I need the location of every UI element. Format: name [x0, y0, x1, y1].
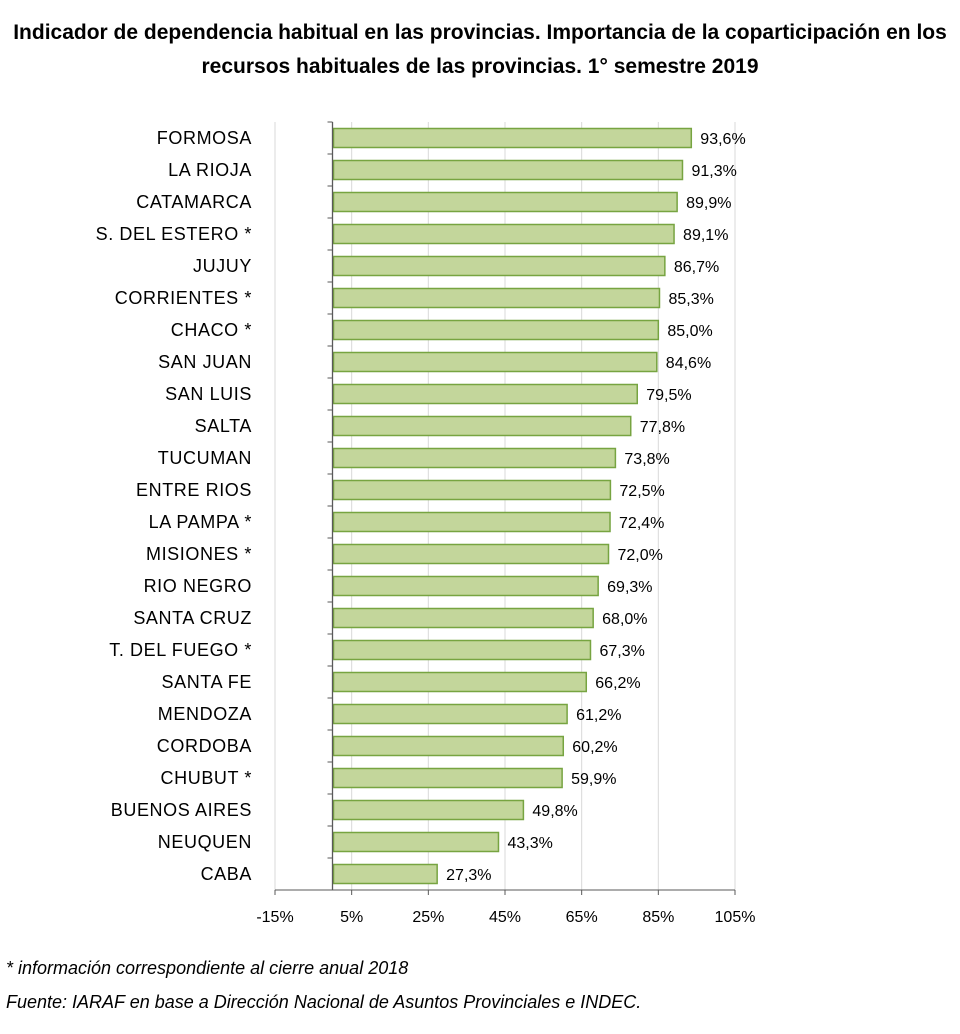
- data-label-19: 60,2%: [572, 739, 617, 756]
- bar-16: [332, 639, 592, 661]
- category-label-1: LA RIOJA: [168, 160, 252, 180]
- category-label-16: T. DEL FUEGO *: [109, 640, 252, 660]
- data-label-11: 72,5%: [619, 483, 664, 500]
- x-tick-label-2: 25%: [412, 909, 444, 926]
- axes: [274, 121, 736, 895]
- x-tick-label-1: 5%: [340, 909, 363, 926]
- bar-8: [332, 383, 638, 405]
- gridlines: [274, 122, 736, 890]
- data-label-17: 66,2%: [595, 675, 640, 692]
- bar-22: [332, 831, 500, 853]
- x-tick-label-0: -15%: [256, 909, 293, 926]
- category-label-7: SAN JUAN: [158, 352, 252, 372]
- category-label-13: MISIONES *: [146, 544, 252, 564]
- bar-5: [332, 287, 661, 309]
- bar-4: [332, 255, 666, 277]
- category-label-6: CHACO *: [171, 320, 252, 340]
- bar-10: [332, 447, 617, 469]
- x-tick-label-5: 85%: [642, 909, 674, 926]
- bar-17: [332, 671, 588, 693]
- data-label-9: 77,8%: [640, 419, 685, 436]
- category-label-8: SAN LUIS: [165, 384, 252, 404]
- data-label-22: 43,3%: [507, 835, 552, 852]
- category-label-15: SANTA CRUZ: [133, 608, 252, 628]
- chart-title-line-1: Indicador de dependencia habitual en las…: [13, 21, 947, 44]
- data-label-10: 73,8%: [624, 451, 669, 468]
- bar-11: [332, 479, 612, 501]
- bar-12: [332, 511, 611, 533]
- data-label-0: 93,6%: [700, 131, 745, 148]
- chart-title: Indicador de dependencia habitual en las…: [0, 16, 960, 84]
- bar-21: [332, 799, 525, 821]
- data-label-21: 49,8%: [532, 803, 577, 820]
- bar-13: [332, 543, 610, 565]
- footnote-asterisk: * información correspondiente al cierre …: [6, 958, 409, 978]
- data-label-18: 61,2%: [576, 707, 621, 724]
- category-label-5: CORRIENTES *: [115, 288, 252, 308]
- bar-9: [332, 415, 632, 437]
- category-label-10: TUCUMAN: [158, 448, 252, 468]
- x-tick-label-3: 45%: [489, 909, 521, 926]
- bar-19: [332, 735, 565, 757]
- data-label-3: 89,1%: [683, 227, 728, 244]
- bar-chart: FORMOSA 93,6% LA RIOJA 91,3% CATAMARCA 89,9% S…: [96, 121, 756, 926]
- category-label-4: JUJUY: [193, 256, 252, 276]
- data-label-23: 27,3%: [446, 867, 491, 884]
- data-label-1: 91,3%: [691, 163, 736, 180]
- bar-1: [332, 159, 684, 181]
- data-label-16: 67,3%: [599, 643, 644, 660]
- data-label-13: 72,0%: [618, 547, 663, 564]
- category-label-18: MENDOZA: [158, 704, 252, 724]
- category-label-0: FORMOSA: [157, 128, 252, 148]
- data-label-20: 59,9%: [571, 771, 616, 788]
- bar-0: [332, 127, 693, 149]
- bar-2: [332, 191, 678, 213]
- bar-3: [332, 223, 675, 245]
- category-label-17: SANTA FE: [162, 672, 253, 692]
- category-label-22: NEUQUEN: [158, 832, 252, 852]
- data-label-7: 84,6%: [666, 355, 711, 372]
- category-label-3: S. DEL ESTERO *: [96, 224, 252, 244]
- data-label-12: 72,4%: [619, 515, 664, 532]
- data-label-2: 89,9%: [686, 195, 731, 212]
- category-label-19: CORDOBA: [157, 736, 252, 756]
- category-label-20: CHUBUT *: [161, 768, 252, 788]
- bar-7: [332, 351, 658, 373]
- labels: FORMOSA 93,6% LA RIOJA 91,3% CATAMARCA 89,9% S…: [96, 128, 756, 926]
- category-label-2: CATAMARCA: [136, 192, 252, 212]
- category-label-21: BUENOS AIRES: [111, 800, 252, 820]
- x-tick-label-4: 65%: [566, 909, 598, 926]
- category-label-14: RIO NEGRO: [144, 576, 252, 596]
- category-label-11: ENTRE RIOS: [136, 480, 252, 500]
- x-tick-label-6: 105%: [715, 909, 756, 926]
- chart-title-line-2: recursos habituales de las provincias. 1…: [201, 55, 759, 78]
- bars: [332, 127, 693, 885]
- bar-20: [332, 767, 563, 789]
- data-label-14: 69,3%: [607, 579, 652, 596]
- category-label-23: CABA: [201, 864, 252, 884]
- footnote-source: Fuente: IARAF en base a Dirección Nacion…: [6, 992, 642, 1012]
- bar-15: [332, 607, 594, 629]
- bar-23: [332, 863, 438, 885]
- bar-18: [332, 703, 568, 725]
- category-label-12: LA PAMPA *: [149, 512, 252, 532]
- data-label-8: 79,5%: [646, 387, 691, 404]
- category-label-9: SALTA: [195, 416, 252, 436]
- data-label-4: 86,7%: [674, 259, 719, 276]
- data-label-15: 68,0%: [602, 611, 647, 628]
- data-label-6: 85,0%: [667, 323, 712, 340]
- data-label-5: 85,3%: [668, 291, 713, 308]
- bar-6: [332, 319, 660, 341]
- bar-14: [332, 575, 599, 597]
